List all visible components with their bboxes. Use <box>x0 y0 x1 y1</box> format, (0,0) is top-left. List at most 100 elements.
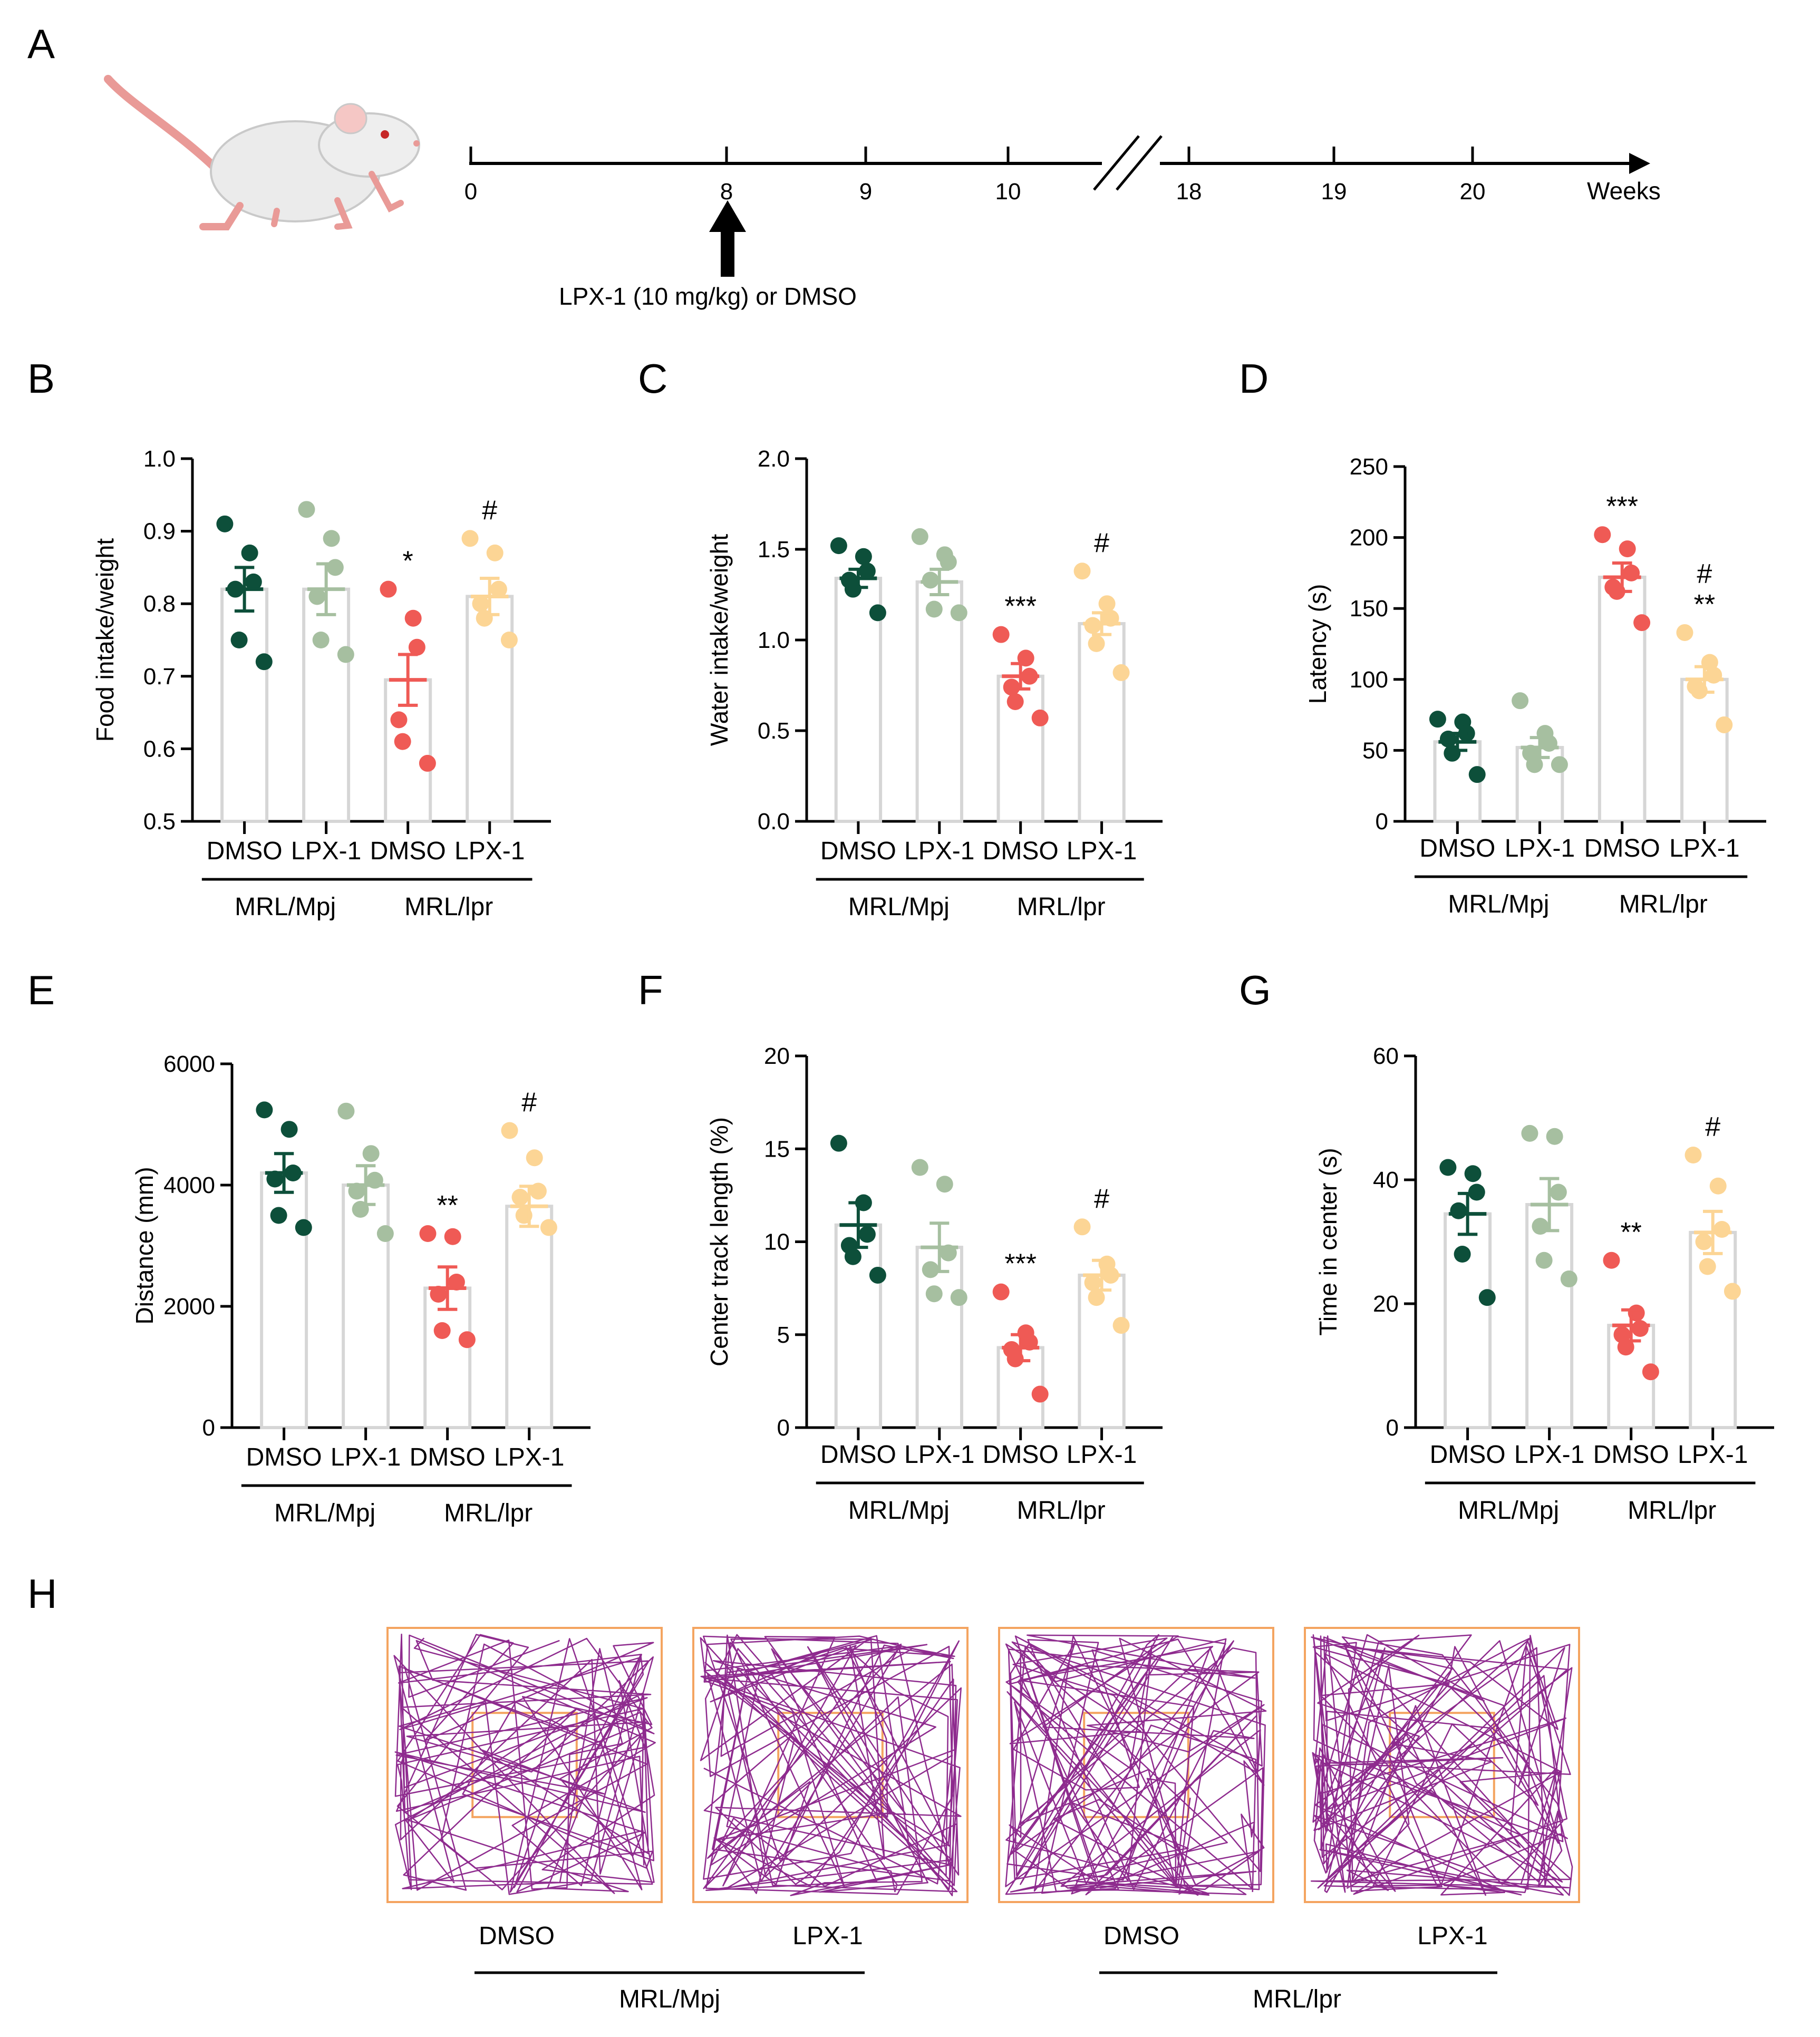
track-path <box>1005 1634 1267 1896</box>
y-tick-label: 0.9 <box>143 519 176 545</box>
data-point <box>256 1101 273 1119</box>
data-point <box>486 544 504 561</box>
significance-label: # <box>1094 1184 1109 1214</box>
panel-label-f: F <box>638 967 663 1013</box>
data-point <box>1685 1147 1702 1163</box>
group-label: MRL/lpr <box>444 1499 533 1527</box>
data-point <box>326 559 344 576</box>
category-label: DMSO <box>1593 1441 1669 1469</box>
y-tick-label: 0 <box>202 1415 215 1441</box>
data-point <box>390 711 408 729</box>
data-point <box>230 632 248 648</box>
y-tick-label: 2.0 <box>758 446 790 472</box>
data-point <box>1716 716 1733 733</box>
significance-label: ** <box>1694 589 1715 620</box>
data-point <box>1031 709 1049 726</box>
y-tick-label: 0 <box>777 1415 790 1441</box>
track-panels <box>386 1627 1580 1903</box>
track-path <box>393 1633 656 1895</box>
data-point <box>1112 664 1130 681</box>
y-axis-label: Latency (s) <box>1304 584 1331 704</box>
significance-label: # <box>1094 528 1109 558</box>
y-axis-label: Center track length (%) <box>705 1117 733 1366</box>
y-tick-label: 0.7 <box>143 664 176 690</box>
group-label: MRL/lpr <box>1628 1497 1716 1525</box>
data-point <box>869 604 886 622</box>
significance-label: # <box>521 1088 537 1118</box>
category-label: DMSO <box>370 837 446 865</box>
y-tick-label: 250 <box>1350 454 1388 480</box>
track-group-mpj: MRL/Mpj <box>619 1985 720 2013</box>
timeline-unit-label: Weeks <box>1587 177 1661 205</box>
chart-panel-e: 0 2000 4000 6000 Distance (mm) DMSO LPX-1 ** DMS… <box>131 1051 590 1527</box>
category-label: LPX-1 <box>331 1443 401 1471</box>
data-point <box>1088 1289 1105 1306</box>
data-point <box>1560 1270 1577 1287</box>
data-point <box>245 573 262 590</box>
data-point <box>419 754 436 772</box>
bar <box>1444 1212 1492 1429</box>
data-point <box>1642 1363 1659 1381</box>
data-point <box>1724 1283 1741 1300</box>
data-point <box>922 1261 939 1278</box>
track-path <box>1310 1634 1573 1896</box>
data-point <box>1699 1258 1716 1275</box>
y-tick-label: 6000 <box>163 1051 215 1077</box>
significance-label: * <box>403 546 413 577</box>
timeline-tick-label: 10 <box>995 179 1021 205</box>
y-axis-label: Distance (mm) <box>131 1167 158 1324</box>
panel-label-d: D <box>1239 355 1269 402</box>
significance-label: # <box>482 495 497 526</box>
panel-label-e: E <box>27 967 55 1013</box>
data-point <box>1073 562 1091 580</box>
data-point <box>1512 692 1529 710</box>
data-point <box>472 595 489 613</box>
category-label: LPX-1 <box>1669 835 1739 862</box>
group-label: MRL/Mpj <box>1448 890 1549 918</box>
y-tick-label: 1.0 <box>143 446 176 472</box>
significance-label: *** <box>1004 591 1037 622</box>
panel-label-c: C <box>638 355 667 402</box>
chart-panel-b: 0.5 0.6 0.7 0.8 0.9 1.0 Food intake/weight DMSO… <box>91 446 551 921</box>
data-point <box>1631 1320 1649 1337</box>
data-point <box>869 1266 886 1284</box>
timeline-tick-label: 0 <box>464 179 477 205</box>
category-label: DMSO <box>1584 835 1660 862</box>
data-point <box>1526 756 1543 773</box>
track-path <box>700 1634 962 1897</box>
significance-label: # <box>1697 559 1712 589</box>
track-group-lpr: MRL/lpr <box>1253 1985 1341 2013</box>
data-point <box>830 1134 847 1152</box>
significance-label: # <box>1705 1112 1720 1142</box>
category-label: DMSO <box>820 1441 896 1469</box>
data-point <box>312 632 330 648</box>
y-tick-label: 5 <box>777 1322 790 1348</box>
panel-label-h: H <box>27 1570 57 1617</box>
timeline-tick-label: 9 <box>859 179 872 205</box>
timeline-tick-label: 19 <box>1321 179 1347 205</box>
data-point <box>992 1283 1010 1301</box>
mouse-illustration <box>104 75 420 230</box>
chart-panel-g: 0 20 40 60 Time in center (s) DMSO LPX-1 ** DMSO… <box>1314 1043 1774 1525</box>
data-point <box>270 1207 287 1224</box>
bar <box>342 1184 390 1429</box>
track-label-3: DMSO <box>1103 1922 1179 1950</box>
data-point <box>380 580 397 598</box>
treatment-label: LPX-1 (10 mg/kg) or DMSO <box>559 283 857 310</box>
y-tick-label: 200 <box>1350 525 1388 551</box>
data-point <box>376 1225 394 1242</box>
y-tick-label: 1.5 <box>758 537 790 562</box>
y-tick-label: 0.0 <box>758 809 790 835</box>
category-label: LPX-1 <box>291 837 361 865</box>
data-point <box>337 1102 355 1120</box>
data-point <box>1468 766 1486 783</box>
data-point <box>444 1228 461 1245</box>
data-point <box>1546 1128 1563 1145</box>
data-point <box>1003 678 1020 696</box>
significance-label: ** <box>437 1190 458 1221</box>
data-point <box>830 537 847 555</box>
chart-panel-d: 0 50 100 150 200 250 Latency (s) DMSO LPX-1 *** DM… <box>1304 454 1766 918</box>
category-label: LPX-1 <box>1678 1441 1748 1469</box>
y-tick-label: 4000 <box>163 1172 215 1198</box>
data-point <box>362 1145 380 1162</box>
